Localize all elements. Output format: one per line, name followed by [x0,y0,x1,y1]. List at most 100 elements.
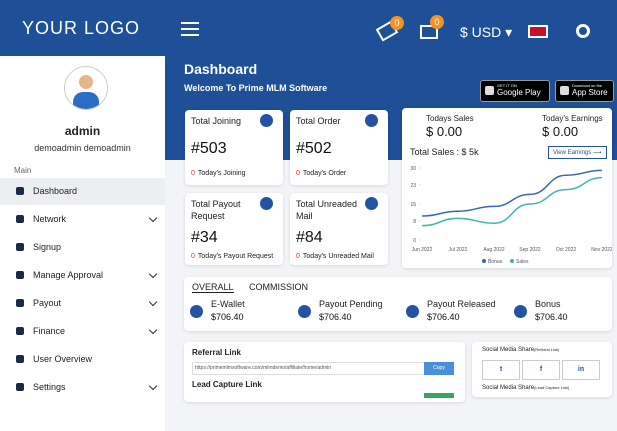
tab[interactable]: COMMISSION [249,282,309,292]
currency[interactable]: $ USD ▾ [460,24,513,40]
stat-title: Total Unreaded Mail [296,199,358,221]
label: Referral Link [192,348,241,357]
view-earnings-button[interactable]: View Earnings ⟶ [548,146,607,159]
title: Social Media Share [482,347,535,353]
stat-note: 0 Today's Payout Request [191,253,273,260]
store-icon [485,86,494,95]
page-title: Dashboard [184,61,258,77]
note-text: Today's Payout Request [197,253,274,260]
store-small: Download on the [572,83,603,88]
x-tick-label: Jul 2022 [449,247,468,253]
menu-item[interactable]: Dashboard [0,178,165,205]
count: 0 [191,170,195,177]
label: Lead Capture Link [192,380,262,389]
legend-label: Bonus [488,259,503,265]
store-badge[interactable]: Download on the App Store [555,80,614,102]
menu-label: Settings [33,382,66,392]
wallet-label: Payout Pending [319,299,383,309]
menu-item[interactable]: Payout [0,290,165,317]
stat-card: Total Payout Request #34 0 Today's Payout R… [185,193,283,265]
menu-label: Manage Approval [33,270,104,280]
sales-chart: 0 8 15 23 30 Jun 2022 Jul 2022 Aug 2022 Sep 2022… [410,166,612,265]
stat-icon [260,197,273,210]
menu-icon [16,299,24,307]
count: 0 [296,253,300,260]
wallet-amount: $706.40 [535,312,568,322]
sidebar: admin demoadmin demoadmin Main Dashboard… [0,56,165,431]
legend-label: Sales [516,259,529,265]
share-button[interactable]: in [562,360,600,380]
wallet-card: OVERALL COMMISSION E-Wallet $706.40 Payout… [184,277,612,331]
logo: YOUR LOGO [22,18,141,38]
stat-note: 0 Today's Order [296,170,346,177]
stat-title: Total Payout Request [191,199,241,221]
menu-item[interactable]: User Overview [0,346,165,373]
mail-icon[interactable] [420,25,438,39]
menu-label: User Overview [33,354,93,364]
wallet-icon [298,305,311,318]
menu-item[interactable]: Finance [0,318,165,345]
copy-button[interactable] [424,393,454,398]
x-tick-label: Jun 2022 [412,247,433,253]
count: 0 [296,170,300,177]
stat-title: Total Joining [191,116,242,126]
note: (Lead Capture Link) [534,385,570,390]
y-tick-label: 15 [410,202,416,208]
currency-label: $ USD [460,24,502,40]
menu-icon [16,383,24,391]
y-tick-label: 30 [410,166,416,172]
stat-value: #84 [296,229,323,246]
avatar [64,66,108,110]
share-button[interactable]: t [482,360,520,380]
series-line [421,176,603,227]
y-tick-label: 8 [413,219,416,225]
menu-label: Finance [33,326,66,336]
chevron [148,213,158,223]
stat-card: Total Joining #503 0 Today's Joining [185,110,283,185]
button-label: View Earnings [553,150,592,156]
label: Social Media Share(Lead Capture Link) [482,385,569,391]
menu-label: Network [33,214,67,224]
sales-card: Todays Sales $ 0.00 Today's Earnings $ 0… [402,108,612,268]
y-tick-label: 23 [410,183,416,189]
store-icon [560,86,569,95]
total-sales: Total Sales : $ 5k [410,147,479,157]
stat-note: 0 Today's Unreaded Mail [296,253,374,260]
stat-card: Total Unreaded Mail #84 0 Today's Unreaded … [290,193,388,265]
wallet-label: Bonus [535,299,561,309]
stat-icon [260,114,273,127]
x-tick-label: Sep 2022 [519,247,541,253]
stat-value: #34 [191,229,218,246]
stat-icon [365,114,378,127]
menu-icon [16,215,24,223]
note-text: Today's Joining [197,170,246,177]
stat-note: 0 Today's Joining [191,170,246,177]
chevron [148,269,158,279]
menu-label: Payout [33,298,62,308]
chevron [148,381,158,391]
series-line [421,169,603,217]
menu-item[interactable]: Manage Approval [0,262,165,289]
note: (Referral Link) [534,347,560,352]
menu-item[interactable]: Network [0,206,165,233]
menu-item[interactable]: Signup [0,234,165,261]
menu-toggle[interactable] [181,22,199,36]
settings-icon[interactable] [576,24,590,38]
copy-button[interactable]: Copy [424,362,454,375]
label: Today's Earnings [542,114,603,123]
stat-value: #503 [191,140,227,157]
menu-item[interactable]: Settings [0,374,165,401]
full-name: demoadmin demoadmin [34,143,131,153]
tab[interactable]: OVERALL [192,282,234,293]
stat-title: Total Order [296,116,341,126]
referral-input[interactable]: https://primemlmsoftware.com/mlmdemo/aff… [192,362,426,375]
share-button[interactable]: f [522,360,560,380]
value: $ 0.00 [426,124,463,139]
badge: 0 [390,16,404,30]
flag[interactable] [528,25,548,38]
wallet-amount: $706.40 [427,312,460,322]
stat-value: #502 [296,140,332,157]
store-badge[interactable]: GET IT ON Google Play [480,80,550,102]
note-text: Today's Unreaded Mail [302,253,374,260]
